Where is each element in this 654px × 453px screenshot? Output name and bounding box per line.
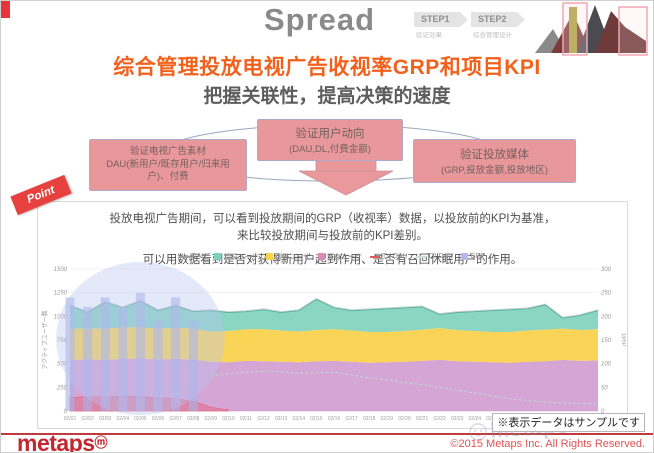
metaps-face-icon: [469, 422, 487, 441]
legend-label: 新規ユーザ: [223, 253, 259, 261]
step-1-chevron: STEP1: [414, 12, 468, 27]
svg-text:02/08: 02/08: [187, 416, 200, 422]
legend-swatch: [415, 255, 426, 258]
legend-item: 復帰ユーザ: [266, 252, 310, 262]
sample-data-note: ※表示データはサンプルです: [492, 413, 645, 432]
legend-swatch: [369, 255, 380, 258]
flow-box-user-trend: 验证用户动向 (DAU,DL,付费金额): [257, 119, 403, 161]
kpi-chart: DAU 新規ユーザ 復帰ユーザ 既存ユーザ TV DAU TV DAU GRP 0 0 250 5…: [40, 252, 626, 428]
legend-label: DAU: [191, 253, 207, 260]
corner-marker: [1, 1, 10, 18]
svg-text:50: 50: [601, 385, 608, 391]
flow-box-line: 验证投放媒体: [460, 149, 529, 161]
legend-label: 既存ユーザ: [327, 253, 362, 261]
svg-text:02/01: 02/01: [64, 416, 77, 422]
svg-text:02/17: 02/17: [345, 416, 358, 422]
legend-item: TV DAU: [415, 253, 454, 260]
metaps-logo: metapsⓜ: [17, 430, 108, 453]
content-box: 投放电视广告期间，可以看到投放期间的GRP（收视率）数据，以投放前的KPI为基准…: [37, 201, 628, 429]
legend-swatch: [318, 253, 326, 260]
legend-label: GRP: [470, 253, 486, 260]
svg-text:250: 250: [56, 385, 68, 391]
body-paragraph-1: 投放电视广告期间，可以看到投放期间的GRP（收视率）数据，以投放前的KPI为基准…: [109, 213, 556, 242]
svg-text:150: 150: [601, 338, 612, 344]
svg-text:0: 0: [64, 409, 68, 415]
slide-subtitle: 把握关联性，提高决策的速度: [203, 86, 451, 107]
svg-text:02/12: 02/12: [257, 416, 270, 422]
flow-box-line: (GRP,投放金额,投放地区): [441, 165, 548, 176]
step-1-caption: 验证効果: [416, 32, 442, 39]
legend-item: 既存ユーザ: [318, 252, 362, 262]
chart-legend: DAU 新規ユーザ 復帰ユーザ 既存ユーザ TV DAU TV DAU GRP: [40, 252, 625, 261]
svg-text:02/24: 02/24: [469, 416, 482, 422]
legend-swatch: [266, 253, 274, 260]
flow-box-line: (DAU,DL,付费金额): [289, 144, 371, 155]
svg-text:02/06: 02/06: [152, 416, 165, 422]
svg-text:02/23: 02/23: [451, 416, 464, 422]
svg-text:02/09: 02/09: [205, 416, 218, 422]
svg-text:02/15: 02/15: [310, 416, 323, 422]
svg-text:250: 250: [600, 291, 612, 297]
svg-text:0: 0: [601, 409, 605, 415]
svg-text:02/18: 02/18: [363, 416, 376, 422]
body-paragraph-2: 可以用数据看到是否对获得新用户起到作用、是否有召回休眠用户的作用。: [142, 254, 523, 267]
step-2-chevron: STEP2: [471, 12, 525, 27]
step-2-caption: 综合管理设计: [473, 32, 512, 39]
chart-plot: 0 0 250 50 500 100 750 150 1000 200 1250 250 1500 300…: [41, 261, 626, 422]
flow-box-line: DAU(新用户/既存用户/归来用: [106, 158, 230, 170]
slide-title: 综合管理投放电视广告收视率GRP和项目KPI: [113, 56, 541, 79]
legend-label: 復帰ユーザ: [275, 253, 311, 261]
footer-divider: [1, 433, 653, 435]
svg-text:02/16: 02/16: [328, 416, 341, 422]
flow-box-tv-material: 验证电视广告素材 DAU(新用户/既存用户/归来用 户)、付费: [89, 139, 247, 191]
svg-text:02/04: 02/04: [117, 416, 130, 422]
svg-text:02/10: 02/10: [222, 416, 235, 422]
legend-swatch: [461, 253, 469, 260]
svg-text:750: 750: [57, 338, 68, 344]
svg-text:02/19: 02/19: [381, 416, 394, 422]
svg-text:02/22: 02/22: [433, 416, 446, 422]
svg-text:02/11: 02/11: [240, 416, 252, 422]
step-2: STEP2 综合管理设计: [471, 12, 525, 39]
svg-text:02/03: 02/03: [99, 416, 112, 422]
svg-text:02/07: 02/07: [169, 416, 182, 422]
histogram-art-icon: [533, 1, 649, 62]
flow-diagram: 验证电视广告素材 DAU(新用户/既存用户/归来用 户)、付费 验证用户动向 (…: [1, 113, 653, 205]
legend-item: 新規ユーザ: [214, 252, 258, 262]
svg-text:300: 300: [601, 267, 612, 273]
svg-text:1500: 1500: [54, 267, 68, 273]
svg-text:02/14: 02/14: [293, 416, 306, 422]
svg-text:500: 500: [57, 362, 68, 368]
svg-text:100: 100: [601, 362, 612, 368]
flow-box-line: 户)、付费: [147, 171, 189, 183]
step-1: STEP1 验证効果: [414, 12, 468, 39]
svg-text:02/21: 02/21: [416, 416, 429, 422]
svg-text:アクティブユーザー数: アクティブユーザー数: [41, 310, 49, 369]
legend-item: TV DAU: [369, 253, 408, 260]
svg-text:200: 200: [600, 314, 612, 320]
svg-text:02/02: 02/02: [81, 416, 94, 422]
step-indicator: STEP1 验证効果 STEP2 综合管理设计: [414, 12, 525, 39]
flow-box-line: 验证用户动向: [295, 128, 365, 140]
body-text: 投放电视广告期间，可以看到投放期间的GRP（收视率）数据，以投放前的KPI为基准…: [38, 211, 627, 269]
legend-label: TV DAU: [381, 253, 408, 260]
svg-text:02/13: 02/13: [275, 416, 288, 422]
legend-swatch: [179, 255, 190, 258]
metaps-logo-mark: ⓜ: [94, 435, 108, 450]
flow-box-line: 验证电视广告素材: [129, 146, 206, 158]
svg-text:1250: 1250: [54, 291, 68, 297]
svg-text:02/20: 02/20: [398, 416, 411, 422]
legend-item: DAU: [179, 253, 207, 260]
svg-text:02/05: 02/05: [134, 416, 147, 422]
legend-item: GRP: [461, 253, 485, 260]
svg-text:1000: 1000: [54, 314, 68, 320]
copyright-text: ©2015 Metaps Inc. All Rights Reserved.: [450, 438, 645, 450]
legend-label: TV DAU: [427, 253, 454, 260]
legend-swatch: [214, 253, 222, 260]
metaps-watermark: Metaps: [468, 412, 570, 446]
svg-text:GRP: GRP: [620, 333, 626, 346]
flow-box-media: 验证投放媒体 (GRP,投放金额,投放地区): [413, 139, 576, 183]
page-title: Spread: [264, 2, 376, 37]
